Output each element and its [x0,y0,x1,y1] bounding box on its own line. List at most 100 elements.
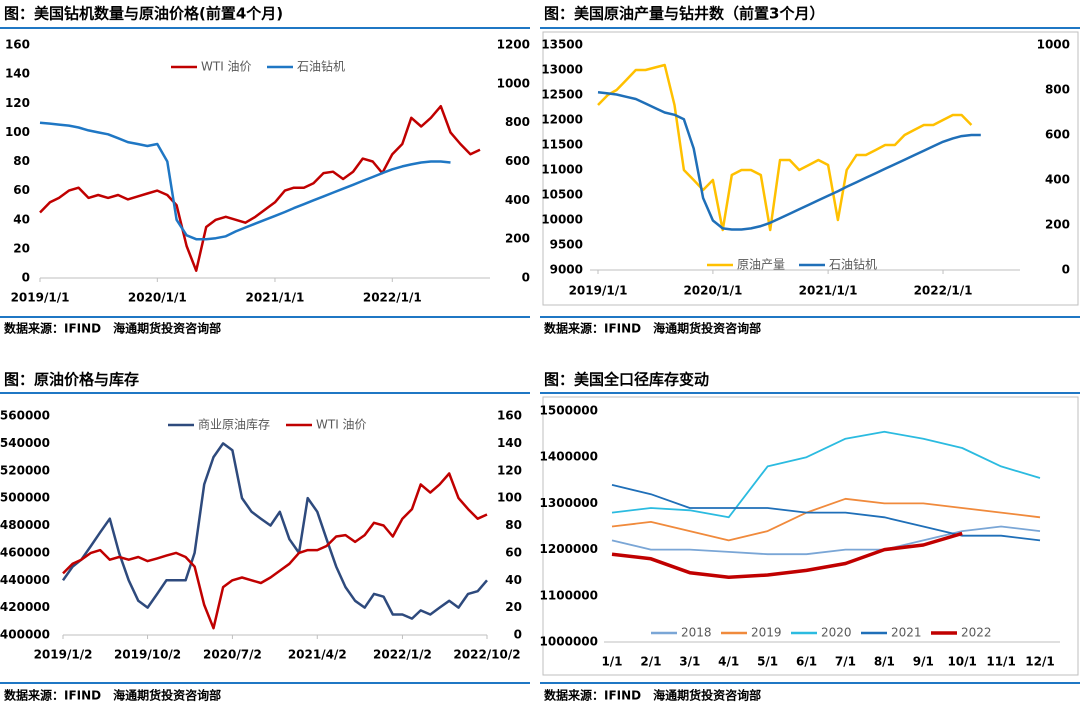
source: 数据来源：IFIND 海通期货投资咨询部 [4,321,221,336]
y-tick-label: 11000 [541,163,583,177]
chart-title: 图：美国全口径库存变动 [544,371,709,389]
y-tick-label: 60 [13,183,30,197]
y2-tick-label: 1200 [497,38,530,52]
y-tick-label: 10000 [541,213,583,227]
y-tick-label: 20 [13,241,30,255]
x-tick-label: 4/1 [718,655,739,669]
y2-tick-label: 160 [497,409,522,423]
y2-tick-label: 600 [505,154,530,168]
x-tick-label: 2019/1/2 [34,648,93,662]
x-tick-label: 7/1 [835,655,856,669]
series-line [597,91,981,231]
legend-label: 2019 [751,626,782,640]
y-tick-label: 40 [13,212,30,226]
legend-label: 2018 [681,626,712,640]
plot-border [542,396,1079,676]
x-tick-label: 2019/1/1 [569,284,628,298]
y-tick-label: 1400000 [540,450,598,464]
chart-title: 图：原油价格与库存 [4,371,139,389]
x-tick-label: 1/1 [601,655,622,669]
y-tick-label: 100 [5,125,30,139]
series-line [39,121,451,241]
x-tick-label: 2021/1/1 [246,291,305,305]
y-tick-label: 9500 [550,238,583,252]
y-tick-label: 1000000 [540,635,598,649]
y-tick-label: 480000 [0,518,50,532]
series-line [611,430,1041,519]
y-tick-label: 120 [5,96,30,110]
legend-label: 2021 [891,626,922,640]
legend-label: 2020 [821,626,852,640]
x-tick-label: 9/1 [913,655,934,669]
x-tick-label: 2/1 [640,655,661,669]
x-tick-label: 2020/7/2 [203,648,262,662]
y-tick-label: 560000 [0,409,50,423]
series-line [611,531,963,580]
x-tick-label: 2021/1/1 [799,284,858,298]
x-tick-label: 2022/1/1 [363,291,422,305]
y-tick-label: 160 [5,38,30,52]
y2-tick-label: 1000 [1037,38,1070,52]
series-line [597,63,973,232]
y2-tick-label: 400 [1045,173,1070,187]
y-tick-label: 520000 [0,463,50,477]
y-tick-label: 11500 [541,138,583,152]
x-tick-label: 10/1 [947,655,976,669]
y2-tick-label: 0 [514,628,522,642]
y-tick-label: 440000 [0,573,50,587]
y2-tick-label: 0 [522,271,530,285]
y-tick-label: 12000 [541,113,583,127]
legend-label: 商业原油库存 [198,417,270,432]
chart-title: 图：美国原油产量与钻井数（前置3个月） [544,5,824,23]
y2-tick-label: 800 [1045,83,1070,97]
series-line [61,442,488,620]
y2-tick-label: 200 [1045,218,1070,232]
y-tick-label: 1100000 [540,588,598,602]
x-tick-label: 2019/1/1 [11,291,70,305]
y-tick-label: 10500 [541,188,583,202]
legend-label: 石油钻机 [829,257,877,272]
y2-tick-label: 20 [505,600,522,614]
y2-tick-label: 140 [497,436,522,450]
y-tick-label: 400000 [0,628,50,642]
y2-tick-label: 40 [505,573,522,587]
y-tick-label: 13000 [541,63,583,77]
y2-tick-label: 800 [505,115,530,129]
y2-tick-label: 200 [505,232,530,246]
y2-tick-label: 100 [497,491,522,505]
x-tick-label: 2022/1/2 [373,648,432,662]
source: 数据来源：IFIND 海通期货投资咨询部 [4,688,221,703]
chart-title: 图：美国钻机数量与原油价格(前置4个月) [4,5,283,23]
legend-label: 原油产量 [737,258,785,272]
x-tick-label: 2021/4/2 [288,648,347,662]
y2-tick-label: 80 [505,518,522,532]
legend-label: 石油钻机 [297,59,345,74]
x-tick-label: 11/1 [986,655,1015,669]
y-tick-label: 140 [5,67,30,81]
x-tick-label: 2020/1/1 [128,291,187,305]
y-tick-label: 1200000 [540,542,598,556]
legend-label: WTI 油价 [201,60,252,74]
source: 数据来源：IFIND 海通期货投资咨询部 [544,688,761,703]
y-tick-label: 13500 [541,38,583,52]
x-tick-label: 2022/1/1 [914,284,973,298]
y-tick-label: 500000 [0,491,50,505]
y2-tick-label: 600 [1045,128,1070,142]
x-tick-label: 3/1 [679,655,700,669]
x-tick-label: 2020/1/1 [683,284,742,298]
y-tick-label: 80 [13,154,30,168]
series-line [611,525,1041,556]
y2-tick-label: 400 [505,193,530,207]
source: 数据来源：IFIND 海通期货投资咨询部 [544,321,761,336]
legend-label: 2022 [961,626,992,640]
legend-label: WTI 油价 [316,418,367,432]
y-tick-label: 12500 [541,88,583,102]
series-line [611,497,1041,542]
y2-tick-label: 120 [497,463,522,477]
x-tick-label: 5/1 [757,655,778,669]
y2-tick-label: 0 [1062,263,1070,277]
series-line [611,484,1041,542]
series-line [39,104,481,272]
x-tick-label: 2022/10/2 [453,648,520,662]
